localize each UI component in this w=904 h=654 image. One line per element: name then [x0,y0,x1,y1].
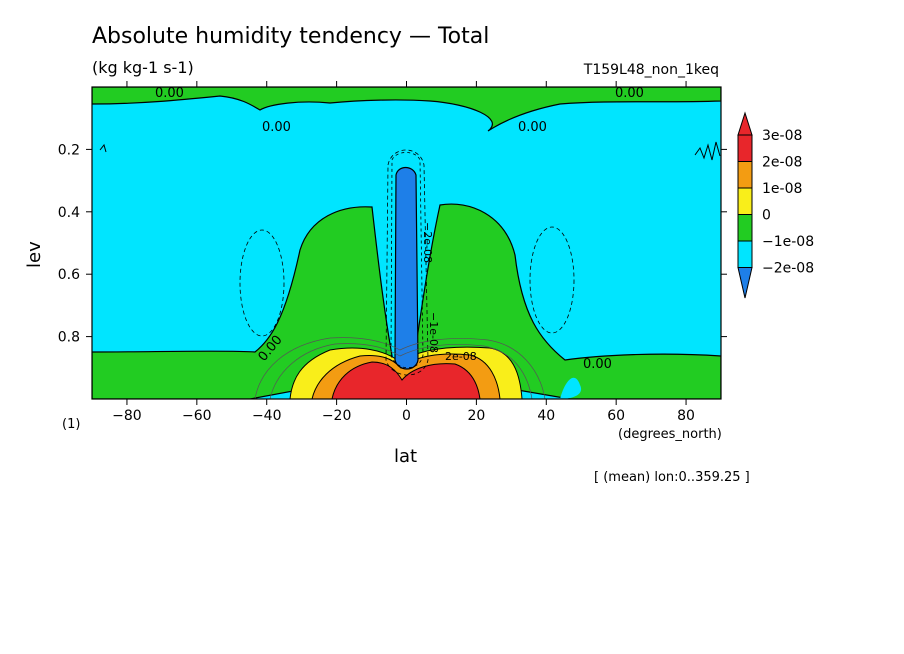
gap-neg1-right [560,377,582,399]
contour-label: 0.00 [615,86,644,101]
colorbar-swatch [737,187,753,215]
neg-contour-column-outer [385,149,429,376]
x-tick-label: 60 [607,408,625,424]
x-tick-label: 0 [402,408,411,424]
heatmap-field [92,87,721,399]
band-zero-left-lobe [92,206,396,399]
colorbar-label: −2e-08 [762,261,814,277]
y-axis: 0.2 0.4 0.6 0.8 [58,142,727,346]
units-label: (kg kg-1 s-1) [92,58,194,77]
contour-label: 0.00 [262,120,291,135]
y-tick-label: 0.6 [58,267,80,283]
x-tick-label: −80 [112,408,142,424]
x-axis-unit: (degrees_north) [618,427,722,442]
colorbar-arrow-bottom [737,267,753,299]
pos-contour-mid [269,343,533,399]
y-tick-label: 0.4 [58,205,80,221]
neg-contour-column-inner [390,152,424,369]
colorbar-label: 1e-08 [762,181,802,197]
y-tick-label: 0.2 [58,142,80,158]
edge-contour-left [99,143,107,153]
colorbar-label: 2e-08 [762,155,802,171]
contour-label: −1e-08 [427,312,440,353]
colorbar-swatch [737,134,753,162]
experiment-label: T159L48_non_1keq [583,62,719,78]
pos-contour-outer [254,337,546,399]
band-neg2-column [394,166,419,370]
x-tick-label: 20 [467,408,485,424]
x-tick-label: −20 [322,408,352,424]
colorbar-swatch [737,240,753,268]
colorbar-label: 0 [762,208,771,224]
x-tick-label: 40 [537,408,555,424]
x-tick-label: 80 [677,408,695,424]
band-zero-top [92,87,721,132]
x-tick-label: −40 [252,408,282,424]
colorbar-swatch [737,214,753,242]
colorbar-label: 3e-08 [762,128,802,144]
y-axis-unit-note: (1) [62,417,81,432]
neg-contour-right [529,226,575,334]
x-axis: −80 −60 −40 −20 0 20 40 60 80 [112,81,695,424]
x-tick-label: −60 [182,408,212,424]
mean-note: [ (mean) lon:0..359.25 ] [594,470,750,485]
colorbar-label: −1e-08 [762,234,814,250]
contour-label: 2e-08 [445,350,477,363]
contour-label: 0.00 [583,357,612,372]
band-pos3 [331,361,481,399]
chart-title: Absolute humidity tendency — Total [92,24,490,49]
contour-label: 0.00 [518,120,547,135]
contour-label: −2e-08 [421,222,434,263]
colorbar-arrow-top [737,111,753,136]
y-tick-label: 0.8 [58,330,80,346]
colorbar-swatch [737,161,753,189]
colorbar: 3e-08 2e-08 1e-08 0 −1e-08 −2e-08 [737,111,814,299]
x-axis-label: lat [394,446,418,467]
edge-contour-right [694,141,721,161]
neg-contour-left [239,229,285,337]
contour-label: 0.00 [155,86,184,101]
